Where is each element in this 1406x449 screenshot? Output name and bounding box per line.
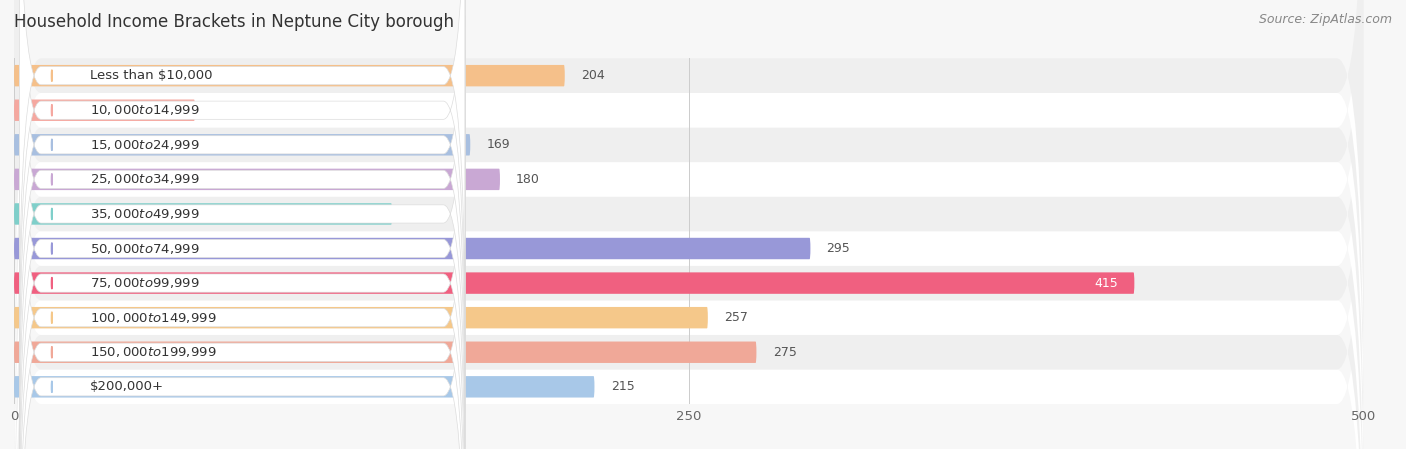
FancyBboxPatch shape <box>20 0 465 343</box>
FancyBboxPatch shape <box>14 65 565 86</box>
FancyBboxPatch shape <box>14 273 1135 294</box>
FancyBboxPatch shape <box>20 0 465 447</box>
Text: $100,000 to $149,999: $100,000 to $149,999 <box>90 311 217 325</box>
FancyBboxPatch shape <box>14 0 1364 449</box>
FancyBboxPatch shape <box>20 0 465 412</box>
FancyBboxPatch shape <box>20 0 465 378</box>
Text: 204: 204 <box>581 69 605 82</box>
FancyBboxPatch shape <box>14 0 1364 404</box>
Text: 295: 295 <box>827 242 851 255</box>
Text: $35,000 to $49,999: $35,000 to $49,999 <box>90 207 200 221</box>
FancyBboxPatch shape <box>14 0 1364 449</box>
Text: $15,000 to $24,999: $15,000 to $24,999 <box>90 138 200 152</box>
Text: 67: 67 <box>211 104 226 117</box>
Text: 275: 275 <box>773 346 797 359</box>
Text: $10,000 to $14,999: $10,000 to $14,999 <box>90 103 200 117</box>
FancyBboxPatch shape <box>14 0 1364 449</box>
FancyBboxPatch shape <box>14 0 1364 449</box>
FancyBboxPatch shape <box>14 203 392 224</box>
Text: 257: 257 <box>724 311 748 324</box>
FancyBboxPatch shape <box>14 0 1364 449</box>
Text: Less than $10,000: Less than $10,000 <box>90 69 212 82</box>
FancyBboxPatch shape <box>20 16 465 449</box>
FancyBboxPatch shape <box>14 0 1364 439</box>
Text: $150,000 to $199,999: $150,000 to $199,999 <box>90 345 217 359</box>
FancyBboxPatch shape <box>20 85 465 449</box>
FancyBboxPatch shape <box>14 307 707 328</box>
Text: $200,000+: $200,000+ <box>90 380 163 393</box>
FancyBboxPatch shape <box>14 58 1364 449</box>
FancyBboxPatch shape <box>14 376 595 397</box>
Text: $25,000 to $34,999: $25,000 to $34,999 <box>90 172 200 186</box>
FancyBboxPatch shape <box>20 119 465 449</box>
Text: Household Income Brackets in Neptune City borough: Household Income Brackets in Neptune Cit… <box>14 13 454 31</box>
Text: Source: ZipAtlas.com: Source: ZipAtlas.com <box>1258 13 1392 26</box>
FancyBboxPatch shape <box>14 342 756 363</box>
Text: 180: 180 <box>516 173 540 186</box>
Text: 415: 415 <box>1094 277 1118 290</box>
FancyBboxPatch shape <box>14 238 810 259</box>
Text: 169: 169 <box>486 138 510 151</box>
FancyBboxPatch shape <box>14 24 1364 449</box>
Text: 215: 215 <box>610 380 634 393</box>
FancyBboxPatch shape <box>14 134 470 155</box>
Text: $75,000 to $99,999: $75,000 to $99,999 <box>90 276 200 290</box>
FancyBboxPatch shape <box>14 169 501 190</box>
Text: 140: 140 <box>408 207 432 220</box>
FancyBboxPatch shape <box>20 0 465 449</box>
Text: $50,000 to $74,999: $50,000 to $74,999 <box>90 242 200 255</box>
FancyBboxPatch shape <box>20 0 465 449</box>
FancyBboxPatch shape <box>14 0 1364 449</box>
FancyBboxPatch shape <box>20 50 465 449</box>
FancyBboxPatch shape <box>14 100 195 121</box>
